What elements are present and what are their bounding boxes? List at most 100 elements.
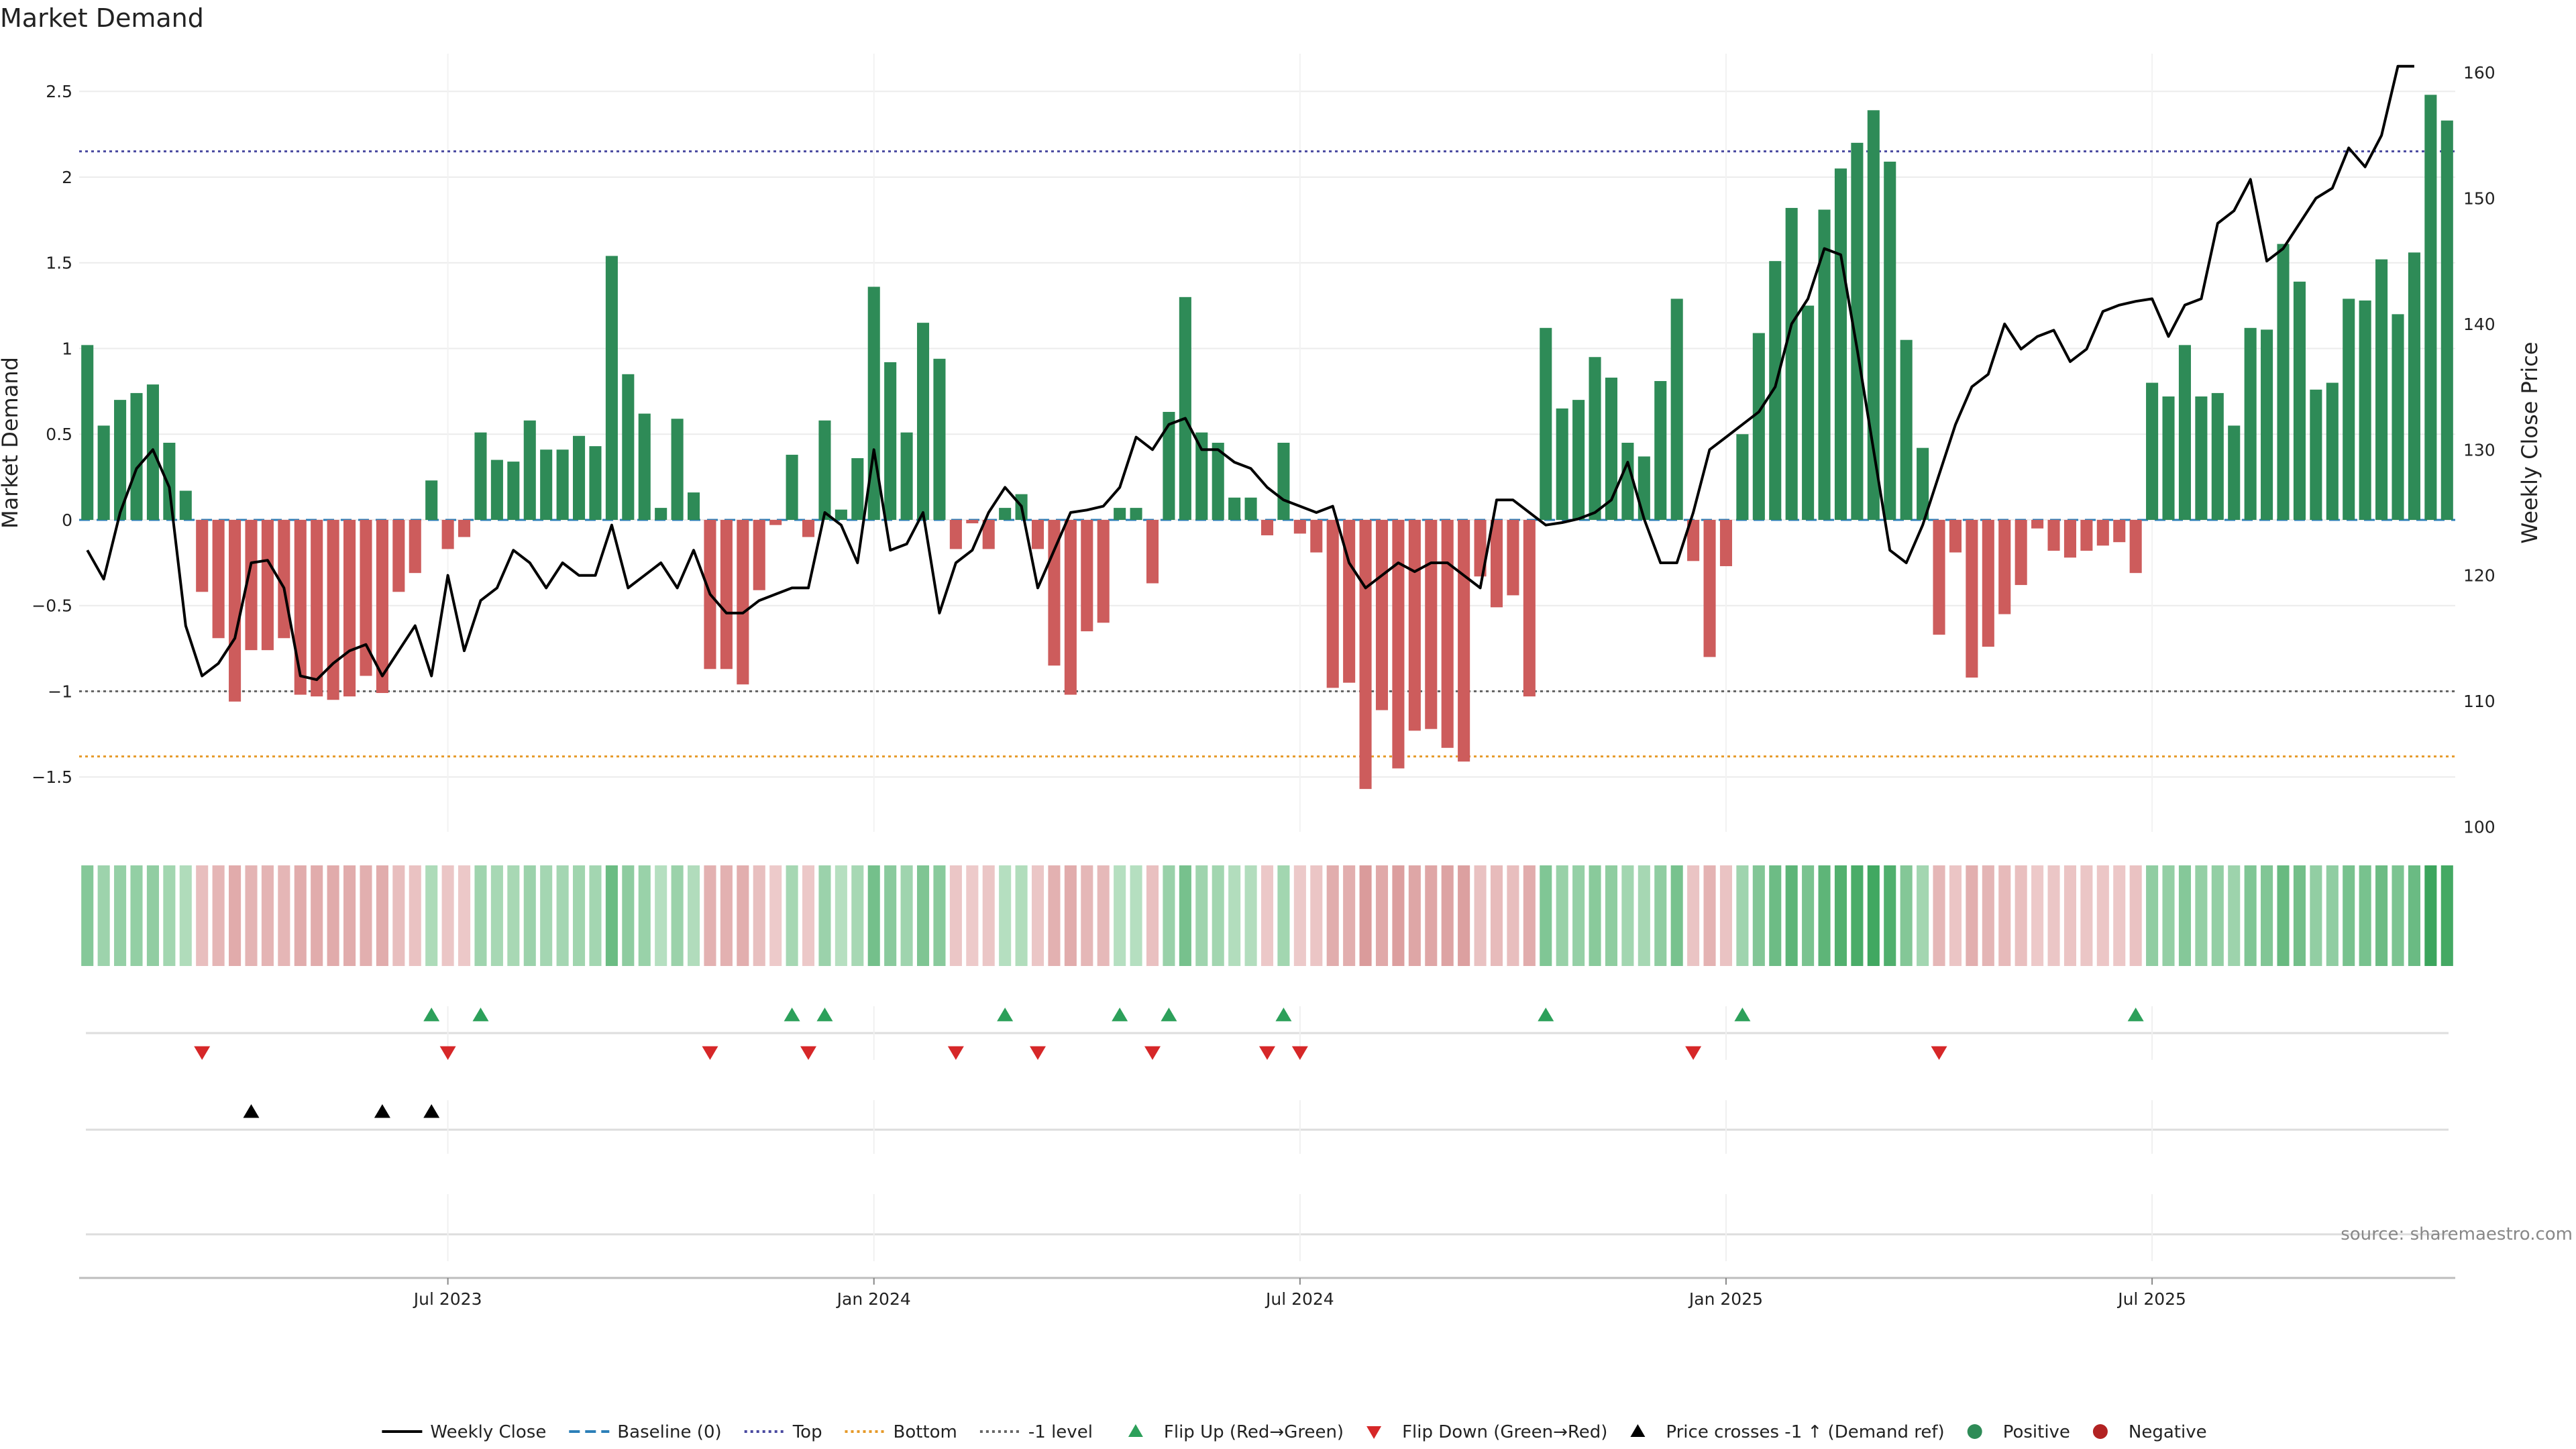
strip-cell bbox=[916, 865, 930, 966]
demand-bar bbox=[1507, 519, 1519, 596]
demand-bar bbox=[2261, 329, 2273, 520]
demand-bar bbox=[1687, 519, 1700, 561]
y-tick-label: −0.5 bbox=[32, 596, 72, 616]
legend-swatch bbox=[2092, 1424, 2108, 1439]
legend-swatch bbox=[1630, 1424, 1646, 1437]
demand-bar bbox=[1441, 519, 1454, 748]
demand-bar bbox=[1589, 357, 1601, 520]
strip-cell bbox=[982, 865, 995, 966]
strip-cell bbox=[1572, 865, 1585, 966]
strip-cell bbox=[1359, 865, 1372, 966]
demand-bar bbox=[212, 519, 225, 639]
x-tick-label: Jan 2024 bbox=[836, 1289, 911, 1309]
demand-bar bbox=[1540, 327, 1552, 520]
demand-bar bbox=[490, 460, 503, 520]
demand-bar bbox=[507, 462, 520, 520]
legend-item: Flip Up (Red→Green) bbox=[1128, 1422, 1344, 1442]
y-tick-label: 0 bbox=[62, 511, 72, 530]
strip-cell bbox=[704, 865, 716, 966]
flip-down-marker bbox=[702, 1046, 718, 1060]
demand-bar bbox=[655, 508, 667, 520]
strip-cell bbox=[2015, 865, 2027, 966]
strip-cell bbox=[1507, 865, 1519, 966]
y-axis-right: 160 150 140 130 120 110 100 bbox=[2463, 63, 2496, 837]
legend-item: -1 level bbox=[979, 1422, 1093, 1442]
legend-item: Price crosses -1 ↑ (Demand ref) bbox=[1630, 1422, 1945, 1442]
strip-cell bbox=[1114, 865, 1126, 966]
strip-cell bbox=[294, 865, 307, 966]
demand-bar bbox=[605, 256, 618, 520]
strip-cell bbox=[163, 865, 176, 966]
strip-cell bbox=[245, 865, 258, 966]
demand-bar bbox=[458, 519, 471, 537]
strip-cell bbox=[1474, 865, 1487, 966]
demand-bar bbox=[835, 509, 847, 520]
strip-cell bbox=[1867, 865, 1880, 966]
demand-bar bbox=[1785, 207, 1798, 520]
y-tick-label: −1.5 bbox=[32, 767, 72, 787]
x-tick-label: Jul 2023 bbox=[413, 1289, 482, 1309]
strip-cell bbox=[1884, 865, 1896, 966]
strip-cell bbox=[1179, 865, 1191, 966]
strip-cell bbox=[196, 865, 209, 966]
strip-cell bbox=[2375, 865, 2388, 966]
demand-bar bbox=[769, 519, 782, 525]
strip-cell bbox=[1654, 865, 1667, 966]
demand-bar bbox=[1097, 519, 1110, 623]
demand-bar bbox=[179, 490, 192, 520]
y2-axis-title: Weekly Close Price bbox=[2517, 341, 2542, 543]
strip-cell bbox=[1621, 865, 1634, 966]
demand-bar bbox=[2063, 519, 2076, 558]
legend-item: Negative bbox=[2092, 1422, 2207, 1442]
strip-cell bbox=[1130, 865, 1142, 966]
strip-cell bbox=[1605, 865, 1618, 966]
y-axis-title: Market Demand bbox=[0, 357, 23, 529]
strip-cell bbox=[1802, 865, 1815, 966]
strip-cell bbox=[1998, 865, 2011, 966]
strip-cell bbox=[458, 865, 471, 966]
strip-cell bbox=[523, 865, 536, 966]
strip-cell bbox=[851, 865, 864, 966]
strip-cell bbox=[1933, 865, 1945, 966]
demand-bar bbox=[229, 519, 241, 702]
strip-cell bbox=[589, 865, 602, 966]
legend-item: Flip Down (Green→Red) bbox=[1366, 1422, 1607, 1442]
strip-cell bbox=[1540, 865, 1552, 966]
strip-cell bbox=[622, 865, 635, 966]
demand-bar bbox=[1834, 168, 1847, 520]
demand-bar bbox=[802, 519, 815, 537]
demand-bar bbox=[1917, 447, 1929, 520]
demand-bar bbox=[360, 519, 372, 676]
x-tick-label: Jul 2025 bbox=[2116, 1289, 2186, 1309]
demand-bar bbox=[392, 519, 405, 592]
strip-cell bbox=[753, 865, 765, 966]
strip-cell bbox=[1851, 865, 1864, 966]
strip-cell bbox=[1048, 865, 1061, 966]
strip-cell bbox=[2178, 865, 2191, 966]
demand-bar bbox=[343, 519, 356, 697]
demand-bar bbox=[81, 345, 94, 520]
strip-cell bbox=[2293, 865, 2306, 966]
demand-bar bbox=[1884, 161, 1896, 520]
demand-bar bbox=[1064, 519, 1077, 695]
legend-label: Baseline (0) bbox=[617, 1422, 721, 1442]
strip-cell bbox=[311, 865, 323, 966]
strip-cell bbox=[1212, 865, 1224, 966]
strip-cell bbox=[2244, 865, 2257, 966]
strip-cell bbox=[1163, 865, 1175, 966]
demand-bar bbox=[2015, 519, 2027, 586]
strip-cell bbox=[114, 865, 127, 966]
y-tick-label: 0.5 bbox=[46, 425, 72, 444]
demand-bar bbox=[2326, 382, 2339, 520]
demand-bar bbox=[1621, 443, 1634, 520]
strip-cell bbox=[441, 865, 454, 966]
strip-cell bbox=[900, 865, 913, 966]
strip-cell bbox=[2277, 865, 2290, 966]
demand-bar bbox=[2440, 120, 2453, 520]
demand-bar bbox=[2343, 299, 2355, 520]
strip-cell bbox=[605, 865, 618, 966]
flip-up-marker bbox=[423, 1008, 440, 1022]
y2-tick-label: 150 bbox=[2463, 189, 2496, 209]
demand-bar bbox=[1605, 377, 1618, 520]
